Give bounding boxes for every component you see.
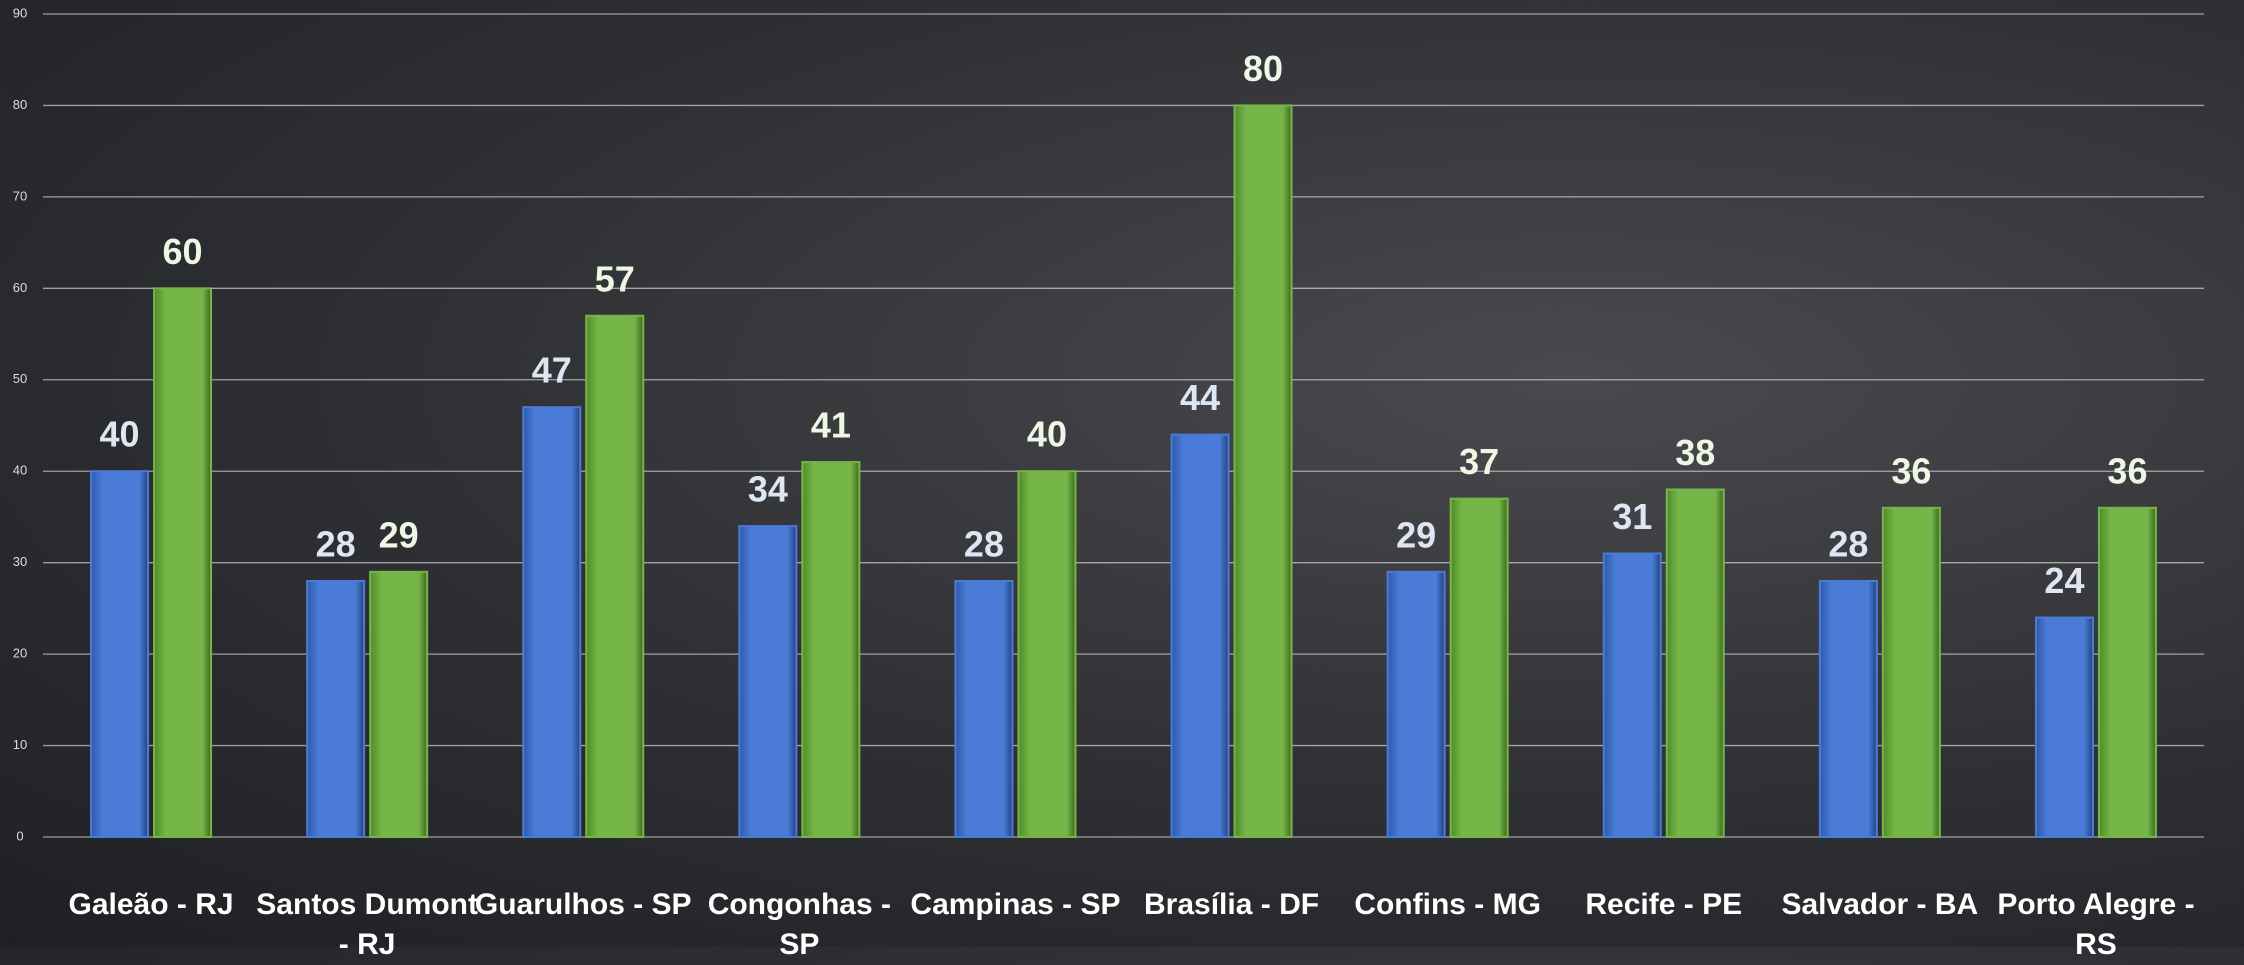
x-tick-label: Porto Alegre - RS	[1997, 888, 2195, 961]
data-label: 80	[1243, 48, 1283, 89]
x-tick-label: Guarulhos - SP	[474, 888, 692, 921]
bar	[306, 579, 366, 838]
bar	[1017, 470, 1077, 838]
bar	[585, 314, 645, 838]
bar	[1449, 497, 1509, 838]
x-tick-label: Galeão - RJ	[68, 888, 234, 921]
bar	[1170, 433, 1230, 838]
data-label: 60	[163, 231, 203, 272]
data-label: 36	[2107, 450, 2147, 491]
data-label: 40	[1027, 414, 1067, 455]
data-label: 29	[379, 514, 419, 555]
bar	[1665, 488, 1725, 838]
bar	[738, 525, 798, 838]
data-label: 31	[1612, 496, 1652, 537]
data-label: 24	[2044, 560, 2084, 601]
data-label: 29	[1396, 514, 1436, 555]
bar	[2034, 616, 2094, 838]
bar	[2097, 506, 2157, 838]
x-tick-label: Salvador - BA	[1781, 888, 1979, 921]
data-label: 57	[595, 258, 635, 299]
data-label: 47	[532, 350, 572, 391]
data-label: 38	[1675, 432, 1715, 473]
y-tick-label: 60	[13, 280, 27, 295]
data-label: 28	[1828, 523, 1868, 564]
bar	[90, 470, 150, 838]
data-label: 40	[100, 414, 140, 455]
bar	[1386, 570, 1446, 838]
bar	[1881, 506, 1941, 838]
x-tick-label: Congonhas - SP	[707, 888, 891, 961]
bar	[954, 579, 1014, 838]
y-tick-label: 90	[13, 5, 27, 20]
y-tick-label: 80	[13, 97, 27, 112]
bar	[1818, 579, 1878, 838]
x-tick-label: Recife - PE	[1585, 888, 1743, 921]
bar	[801, 461, 861, 838]
bar	[1602, 552, 1662, 838]
data-label: 34	[748, 469, 788, 510]
data-label: 28	[316, 523, 356, 564]
y-tick-label: 20	[13, 646, 27, 661]
y-tick-label: 50	[13, 371, 27, 386]
x-tick-label: Campinas - SP	[910, 888, 1121, 921]
bar	[369, 570, 429, 838]
y-tick-label: 0	[16, 828, 23, 843]
x-tick-label: Brasília - DF	[1144, 888, 1320, 921]
y-tick-label: 30	[13, 554, 27, 569]
data-label: 37	[1459, 441, 1499, 482]
x-tick-label: Confins - MG	[1354, 888, 1541, 921]
y-tick-label: 10	[13, 737, 27, 752]
bar	[522, 406, 582, 838]
data-label: 44	[1180, 377, 1220, 418]
x-tick-label: Santos Dumont - RJ	[256, 888, 478, 961]
data-label: 36	[1891, 450, 1931, 491]
bar	[153, 287, 213, 839]
y-tick-label: 40	[13, 463, 27, 478]
data-label: 41	[811, 405, 851, 446]
y-tick-label: 70	[13, 188, 27, 203]
data-label: 28	[964, 523, 1004, 564]
bar	[1233, 104, 1293, 838]
